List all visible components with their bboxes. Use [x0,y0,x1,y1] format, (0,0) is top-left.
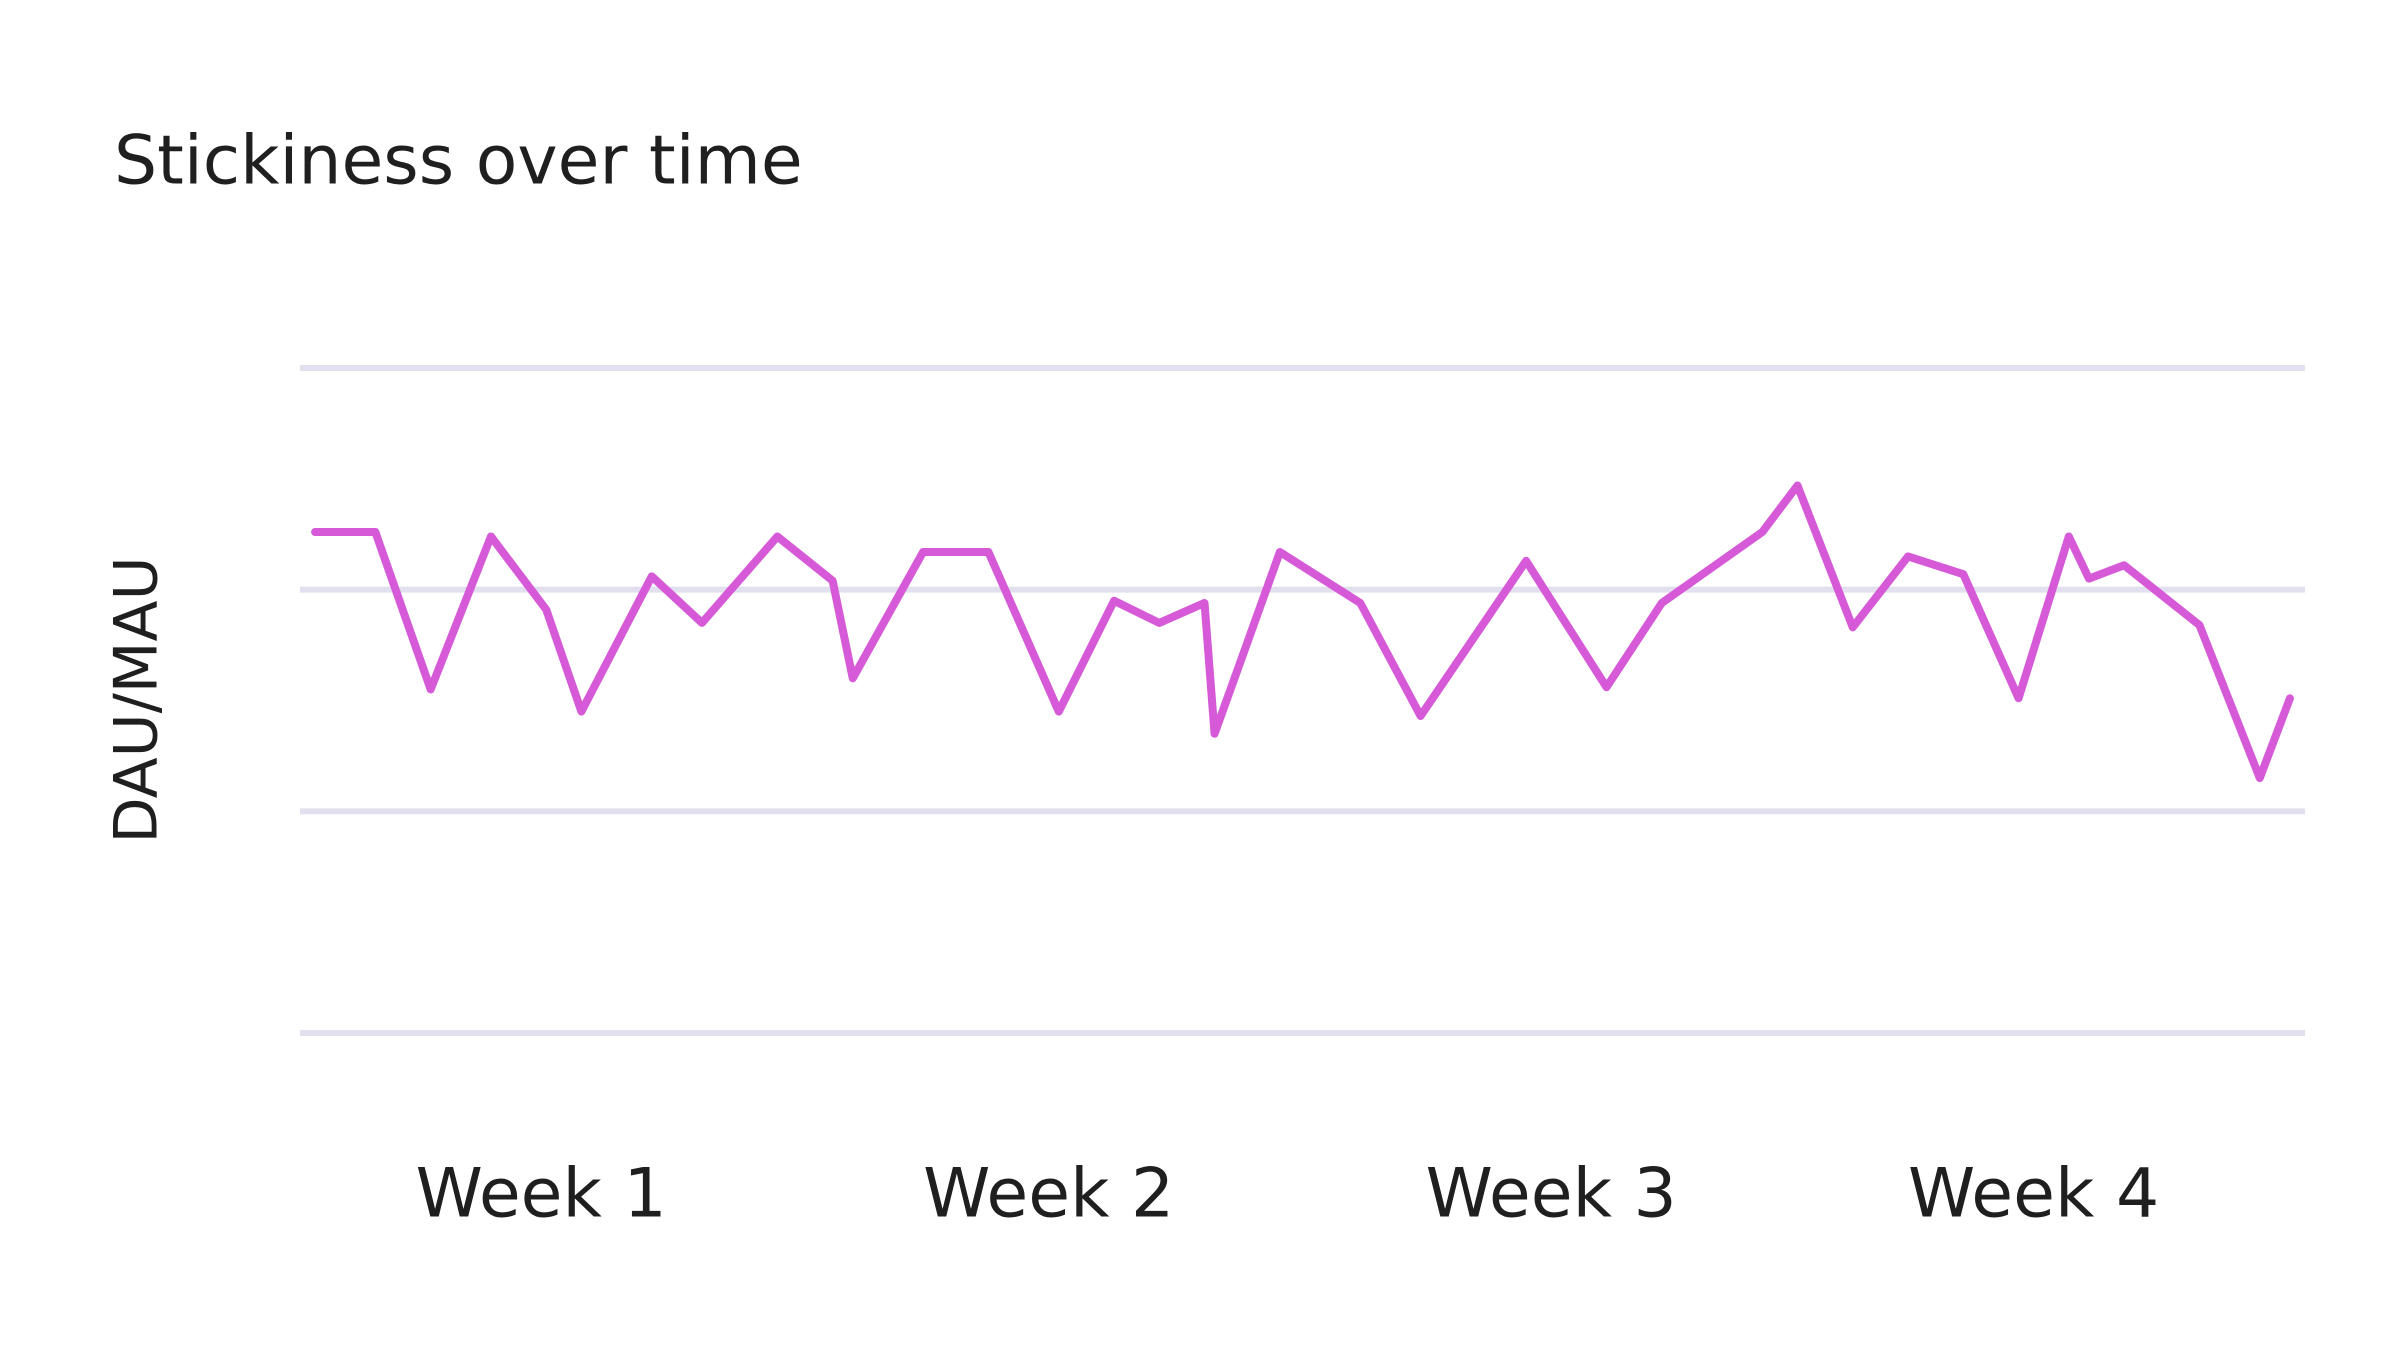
x-tick-label: Week 2 [923,1155,1174,1234]
x-tick-label: Week 4 [1908,1155,2159,1234]
chart-title: Stickiness over time [114,122,803,201]
y-axis-label: DAU/MAU [102,556,172,843]
x-tick-label: Week 3 [1426,1155,1677,1234]
data-line [311,481,2294,783]
x-tick-label: Week 1 [416,1155,667,1234]
